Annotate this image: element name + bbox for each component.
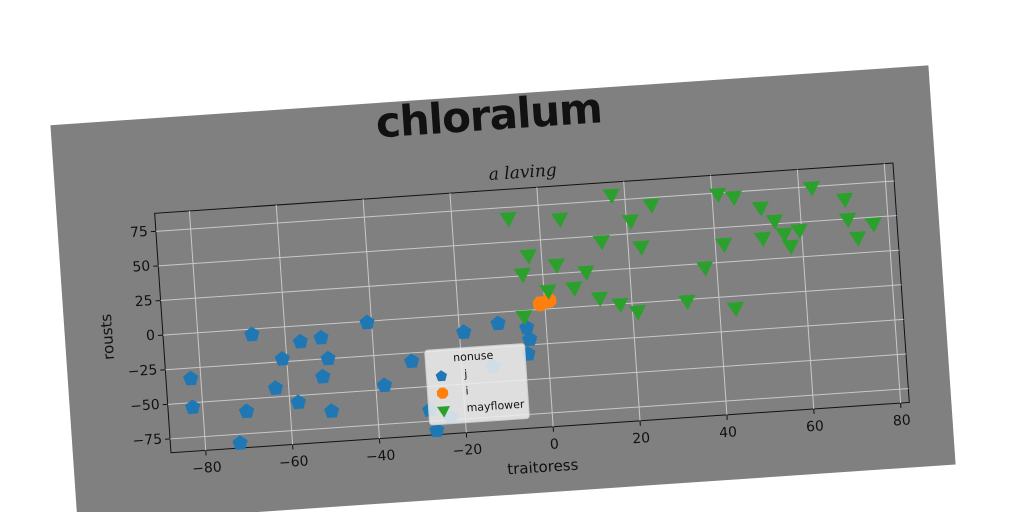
x-tick-label: 0 [549, 436, 559, 453]
scatter-point [490, 315, 506, 331]
scatter-point [550, 212, 569, 228]
scatter-point [724, 190, 743, 207]
scatter-point [274, 351, 290, 366]
scatter-point [696, 261, 714, 277]
scatter-point [753, 231, 772, 248]
scatter-point [244, 326, 260, 342]
scatter-point [429, 422, 445, 438]
scatter-point [267, 380, 284, 396]
y-tick-label: −25 [127, 362, 158, 380]
x-tick-label: 20 [632, 430, 651, 447]
scatter-point [790, 223, 808, 240]
scatter-point [726, 301, 744, 318]
scatter-point [315, 368, 331, 384]
scatter-point [323, 403, 340, 419]
scatter-point [835, 192, 854, 209]
scatter-point [539, 284, 557, 300]
scatter-point [499, 211, 517, 228]
x-axis-label: traitoress [507, 456, 579, 479]
scatter-point [403, 353, 420, 369]
legend-box [424, 343, 530, 426]
scatter-point [290, 394, 306, 410]
scatter-point [714, 237, 733, 254]
scatter-point [359, 314, 375, 330]
scatter-point [621, 214, 639, 230]
legend-marker [436, 405, 450, 418]
y-axis-label: rousts [97, 313, 118, 360]
scatter-point [185, 399, 201, 415]
scatter-point [678, 294, 696, 311]
scatter-point [320, 350, 336, 366]
scatter-point [838, 212, 857, 229]
scatter-point [775, 227, 793, 243]
scatter-point [456, 324, 472, 340]
y-tick-label: 25 [134, 293, 153, 310]
scatter-point [376, 377, 393, 393]
scatter-point [708, 187, 727, 204]
scatter-point [547, 258, 565, 274]
scatter-point [232, 435, 248, 450]
grid-line [170, 388, 909, 440]
y-tick-label: −75 [132, 431, 163, 449]
chart-subtitle: a laving [488, 160, 557, 185]
legend-marker [435, 370, 447, 382]
x-tick-label: −40 [365, 448, 396, 466]
scatter-point [238, 403, 255, 419]
scatter-point [592, 234, 610, 251]
scatter-point [565, 281, 583, 297]
legend-label: i [465, 384, 469, 397]
scatter-point [515, 309, 533, 326]
scatter-point [848, 231, 867, 247]
scatter-point [183, 370, 199, 386]
scatter-point [602, 188, 620, 204]
scatter-point [541, 292, 557, 309]
x-tick-label: −80 [192, 459, 223, 477]
grid-line [155, 180, 895, 232]
y-tick-label: 0 [146, 328, 156, 345]
x-tick-label: 60 [806, 418, 825, 435]
scatter-point [590, 291, 609, 308]
scatter-point [765, 214, 783, 230]
legend-title: nonuse [453, 349, 494, 365]
grid-line [883, 163, 902, 404]
grid-line [275, 205, 294, 445]
scatter-point [628, 304, 647, 321]
legend-label: mayflower [466, 398, 525, 415]
plot-area [154, 162, 910, 454]
scatter-point [519, 319, 535, 335]
scatter-point [521, 331, 538, 347]
scatter-point [751, 201, 769, 217]
x-tick-label: 40 [719, 424, 738, 441]
scatter-point [642, 198, 660, 214]
scatter-point [802, 181, 821, 197]
x-tick-label: 80 [892, 412, 911, 429]
scatter-point [513, 267, 531, 284]
grid-line [188, 210, 207, 451]
y-tick-label: 50 [132, 258, 151, 275]
grid-line [160, 249, 899, 302]
scatter-point [313, 329, 329, 345]
scatter-point [632, 240, 650, 256]
scatter-point [611, 297, 629, 314]
grid-line [162, 284, 902, 336]
grid-line [796, 169, 815, 409]
scatter-point [864, 217, 882, 233]
x-tick-label: −60 [279, 453, 310, 471]
y-tick-label: 75 [130, 224, 149, 241]
y-tick-label: −50 [130, 397, 161, 415]
scatter-point [292, 333, 308, 349]
legend-marker [436, 387, 449, 399]
grid-line [167, 353, 907, 405]
scatter-point [519, 249, 537, 265]
x-tick-label: −20 [452, 442, 483, 460]
chart-card: chloralum a laving traitoress rousts −80… [50, 65, 956, 512]
scatter-point [781, 239, 800, 256]
scatter-point [577, 265, 595, 281]
grid-line [710, 175, 728, 415]
legend-label: j [463, 367, 468, 380]
